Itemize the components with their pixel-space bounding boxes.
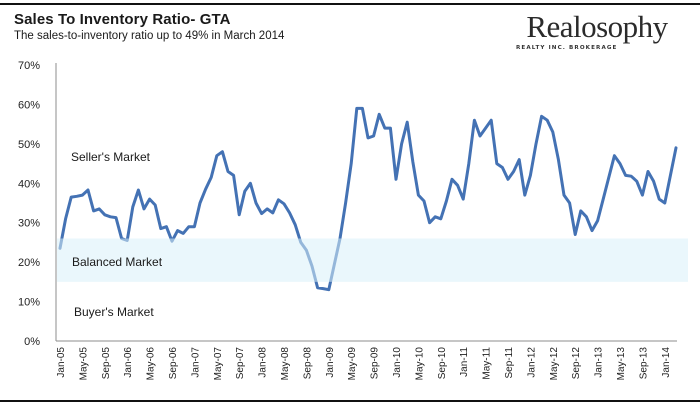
axes [55,63,677,342]
chart-title: Sales To Inventory Ratio- GTA [14,11,231,28]
x-tick-label: Sep-06 [168,347,179,380]
x-tick-label: Jan-10 [392,347,403,378]
x-tick-label: Sep-10 [437,347,448,380]
y-axis-ticks: 0% 10% 20% 30% 40% 50% 60% 70% [18,60,40,348]
series-line [58,106,678,292]
y-tick-label: 60% [18,99,40,111]
bottom-rule [0,400,700,402]
x-tick-label: Sep-12 [571,347,582,380]
x-tick-label: Sep-09 [370,347,381,380]
x-tick-label: May-11 [482,347,493,380]
x-tick-label: Sep-07 [235,347,246,380]
x-tick-label: Sep-11 [504,347,515,379]
y-tick-label: 10% [18,297,40,309]
x-axis-ticks: Jan-05 May-05 Sep-05 Jan-06 May-06 Sep-06 Jan-… [56,347,672,381]
logo-wordmark: Realosophy [526,9,668,44]
x-tick-label: Sep-13 [638,347,649,380]
logo-tagline: REALTY INC. BROKERAGE [516,45,618,51]
y-tick-label: 20% [18,257,40,269]
x-tick-label: Jan-12 [526,347,537,378]
x-tick-label: Jan-11 [459,347,470,377]
x-tick-label: May-07 [213,347,224,381]
balanced-market-band [57,238,688,282]
chart-subtitle: The sales-to-inventory ratio up to 49% i… [14,30,285,42]
x-tick-label: May-08 [280,347,291,381]
zone-label: Buyer's Market [74,305,154,319]
zone-labels: Seller's Market Balanced Market Buyer's Ma… [71,150,163,319]
y-tick-label: 0% [24,336,40,348]
x-tick-label: May-13 [616,347,627,381]
x-tick-label: May-06 [146,347,157,381]
x-tick-label: Jan-06 [123,347,134,378]
x-tick-label: Jan-14 [661,347,672,378]
x-tick-label: Jan-13 [594,347,605,378]
zone-label: Seller's Market [71,150,151,164]
x-tick-label: May-09 [347,347,358,381]
zone-band-layer [57,238,688,282]
y-tick-label: 40% [18,178,40,190]
x-tick-label: Jan-09 [325,347,336,378]
x-tick-label: Jan-07 [190,347,201,378]
brand-logo: Realosophy REALTY INC. BROKERAGE [512,9,682,52]
x-tick-label: Sep-05 [101,347,112,380]
y-tick-label: 70% [18,60,40,72]
x-tick-label: Sep-08 [302,347,313,380]
zone-label: Balanced Market [72,255,163,269]
x-tick-label: May-10 [414,347,425,381]
x-tick-label: Jan-05 [56,347,67,378]
top-rule [0,3,700,5]
y-tick-label: 50% [18,139,40,151]
y-tick-label: 30% [18,218,40,230]
x-tick-label: May-05 [78,347,89,381]
x-tick-label: May-12 [549,347,560,381]
x-tick-label: Jan-08 [258,347,269,378]
series-layer [58,106,678,292]
